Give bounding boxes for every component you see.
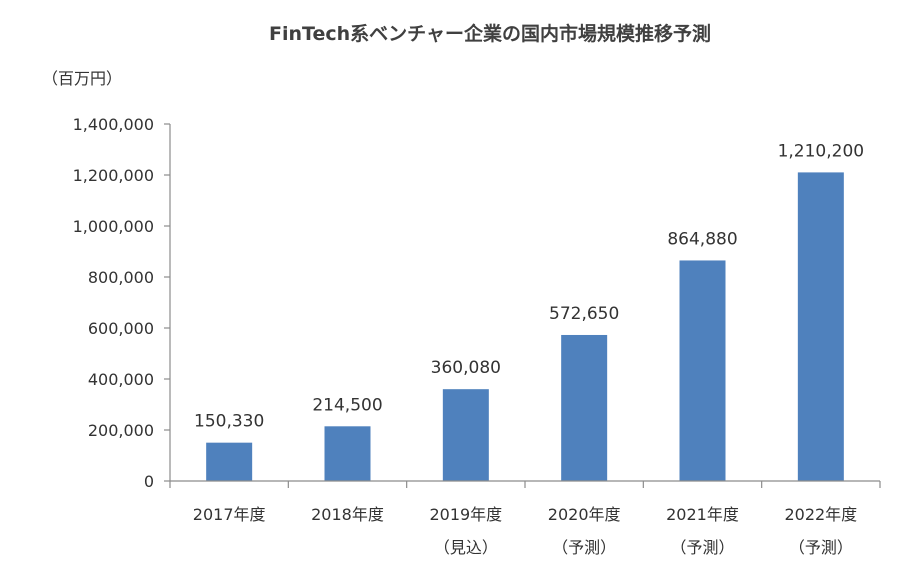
x-tick-label: 2020年度 xyxy=(548,505,621,524)
data-label: 572,650 xyxy=(549,304,619,324)
data-label: 360,080 xyxy=(431,358,501,378)
bar xyxy=(324,426,371,481)
bar xyxy=(797,172,844,482)
x-tick-sublabel: （予測） xyxy=(552,538,616,557)
y-tick-label: 1,400,000 xyxy=(73,115,154,134)
y-tick-label: 600,000 xyxy=(88,319,154,338)
x-tick-sublabel: （見込） xyxy=(434,538,498,557)
bar xyxy=(679,260,726,481)
y-axis-ticks: 0 200,000 400,000 600,000 800,000 1,000,000 1,… xyxy=(73,115,170,491)
x-tick-sublabel: （予測） xyxy=(789,538,853,557)
data-labels: 150,330 214,500 360,080 572,650 864,880 1,210… xyxy=(194,141,864,431)
y-axis-unit-label: （百万円） xyxy=(42,69,122,88)
bar xyxy=(561,334,608,481)
axes xyxy=(169,124,880,482)
x-tick-label: 2022年度 xyxy=(784,505,857,524)
x-tick-label: 2021年度 xyxy=(666,505,739,524)
x-tick-label: 2019年度 xyxy=(429,505,502,524)
y-tick-label: 400,000 xyxy=(88,370,154,389)
data-label: 214,500 xyxy=(312,395,382,415)
y-tick-label: 1,000,000 xyxy=(73,217,154,236)
bar xyxy=(206,442,253,481)
x-tick-label: 2017年度 xyxy=(193,505,266,524)
x-axis-ticks: 2017年度 2018年度 2019年度 （見込） 2020年度 （予測） 2021年度 （予… xyxy=(169,481,881,557)
y-tick-label: 200,000 xyxy=(88,421,154,440)
data-label: 1,210,200 xyxy=(778,141,865,161)
y-tick-label: 800,000 xyxy=(88,268,154,287)
bar xyxy=(442,389,489,481)
chart-title: FinTech系ベンチャー企業の国内市場規模推移予測 xyxy=(269,22,711,45)
data-label: 864,880 xyxy=(667,229,737,249)
data-label: 150,330 xyxy=(194,412,264,432)
x-tick-sublabel: （予測） xyxy=(670,538,734,557)
y-tick-label: 1,200,000 xyxy=(73,166,154,185)
x-tick-label: 2018年度 xyxy=(311,505,384,524)
bars xyxy=(206,172,844,482)
y-tick-label: 0 xyxy=(144,472,154,491)
